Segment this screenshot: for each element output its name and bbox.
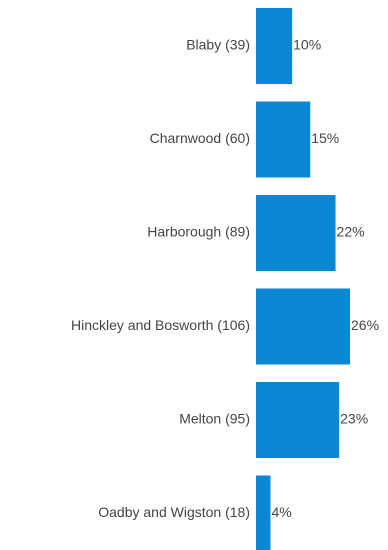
bars-layer [256, 8, 350, 550]
bar [256, 288, 350, 365]
bar [256, 475, 271, 550]
category-label: Melton (95) [179, 411, 250, 427]
value-label: 26% [351, 317, 379, 333]
value-label: 23% [340, 411, 368, 427]
category-label: Hinckley and Bosworth (106) [71, 317, 250, 333]
category-label: Charnwood (60) [150, 130, 250, 146]
value-labels: 10% 15% 22% 26% 23% 4% [271, 37, 379, 521]
category-label: Blaby (39) [186, 37, 250, 53]
bar [256, 195, 336, 271]
category-label: Harborough (89) [147, 224, 250, 240]
value-label: 22% [337, 224, 365, 240]
bar [256, 101, 311, 178]
category-labels: Blaby (39) Charnwood (60) Harborough (89) H… [71, 37, 250, 521]
bar [256, 8, 293, 84]
value-label: 10% [293, 37, 321, 53]
value-label: 15% [311, 130, 339, 146]
bar [256, 382, 340, 458]
value-label: 4% [271, 504, 291, 520]
category-label: Oadby and Wigston (18) [98, 504, 250, 520]
